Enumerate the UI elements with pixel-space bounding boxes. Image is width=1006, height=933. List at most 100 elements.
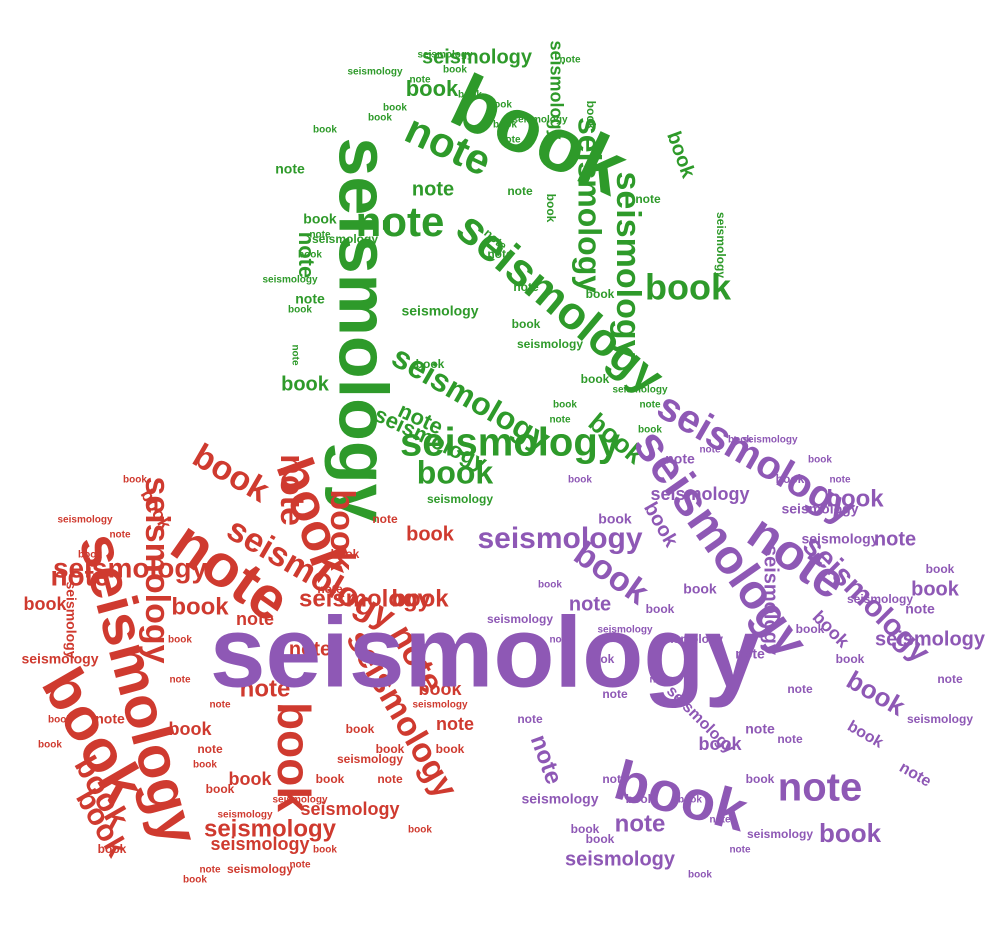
red-cluster-word: seismology xyxy=(63,581,79,658)
purple-cluster-word: note xyxy=(517,712,543,726)
purple-cluster-word: note xyxy=(602,772,628,786)
green-cluster-word: note xyxy=(635,192,661,206)
green-cluster-word: note xyxy=(639,400,661,411)
red-cluster-word: note xyxy=(50,560,109,591)
purple-cluster-word: book xyxy=(626,792,655,806)
green-cluster-word: book xyxy=(368,113,392,124)
purple-cluster-word: book xyxy=(699,734,743,754)
green-cluster-word: book xyxy=(313,125,337,136)
purple-cluster-word: note xyxy=(665,451,695,467)
green-cluster-word: seismology xyxy=(609,171,647,358)
green-cluster-word: seismology xyxy=(401,303,478,319)
purple-cluster-word: book xyxy=(538,580,562,591)
green-cluster-word: book xyxy=(638,425,662,436)
green-cluster-word: seismology xyxy=(572,117,608,293)
green-cluster-word: book xyxy=(645,267,732,308)
purple-cluster-word: book xyxy=(586,832,615,846)
red-cluster-word: note xyxy=(95,711,125,727)
green-cluster-word: book xyxy=(406,76,459,101)
green-cluster-word: book xyxy=(383,103,407,114)
purple-cluster-word: book xyxy=(819,818,882,848)
purple-cluster-word: note xyxy=(778,766,862,810)
green-cluster-word: seismology xyxy=(422,46,533,68)
green-cluster-word: note xyxy=(356,198,445,245)
purple-cluster-word: book xyxy=(683,581,717,597)
red-cluster-word: note xyxy=(197,742,223,756)
red-cluster-word: note xyxy=(289,638,331,660)
red-cluster-word: note xyxy=(273,454,311,526)
green-cluster-word: seismology xyxy=(546,40,566,139)
purple-cluster-word: note xyxy=(615,810,666,837)
red-cluster-word: book xyxy=(78,550,102,561)
green-cluster-word: book xyxy=(417,454,494,490)
red-cluster-word: note xyxy=(240,675,291,702)
red-cluster-word: note xyxy=(109,530,131,541)
red-cluster-word: seismology xyxy=(299,585,432,612)
purple-cluster-word: seismology xyxy=(521,791,598,807)
red-cluster-word: book xyxy=(168,635,192,646)
red-cluster-word: book xyxy=(391,585,449,612)
purple-cluster-word: note xyxy=(569,593,611,615)
green-cluster-word: note xyxy=(289,344,300,366)
green-cluster-word: book xyxy=(298,250,322,261)
purple-cluster-word: book xyxy=(568,475,592,486)
green-cluster-word: note xyxy=(294,232,319,278)
red-cluster-word: seismology xyxy=(138,476,176,663)
green-cluster-word: book xyxy=(281,373,330,395)
green-cluster-word: book xyxy=(493,120,517,131)
purple-cluster-word: book xyxy=(746,772,775,786)
purple-cluster-word: book xyxy=(728,435,752,446)
red-cluster-word: book xyxy=(183,875,207,886)
green-cluster-word: seismology xyxy=(427,492,493,506)
red-cluster-word: book xyxy=(98,842,127,856)
purple-cluster-word: seismology xyxy=(565,848,676,870)
purple-cluster-word: note xyxy=(525,731,568,788)
purple-cluster-word: note xyxy=(787,682,813,696)
purple-cluster-word: note xyxy=(709,815,731,826)
red-cluster-word: book xyxy=(48,715,72,726)
red-cluster-word: seismology xyxy=(204,815,337,842)
red-cluster-word: seismology xyxy=(227,862,293,876)
purple-cluster-word: seismology xyxy=(781,501,858,517)
red-cluster-word: note xyxy=(317,582,343,596)
red-cluster-word: book xyxy=(193,760,217,771)
purple-cluster-word: book xyxy=(586,652,615,666)
purple-cluster-word: book xyxy=(926,562,955,576)
red-cluster-word: seismology xyxy=(21,651,98,667)
purple-cluster-word: note xyxy=(699,445,721,456)
purple-cluster-word: book xyxy=(808,455,832,466)
green-cluster-word: note xyxy=(275,161,305,177)
red-cluster-word: book xyxy=(38,740,62,751)
purple-cluster-word: note xyxy=(937,672,963,686)
green-cluster-word: seismology xyxy=(312,232,378,246)
purple-cluster-word: seismology xyxy=(875,628,986,650)
green-cluster-word: seismology xyxy=(512,115,567,126)
purple-cluster-word: book xyxy=(842,665,911,722)
purple-cluster-word: book xyxy=(678,795,702,806)
green-cluster-word: seismology xyxy=(714,212,728,278)
purple-cluster-word: seismology xyxy=(801,531,878,547)
green-cluster-word: note xyxy=(559,55,581,66)
purple-cluster-word: note xyxy=(602,687,628,701)
red-cluster-word: book xyxy=(186,436,275,510)
green-cluster-word: seismology xyxy=(517,337,583,351)
purple-cluster-word: note xyxy=(549,635,571,646)
green-cluster-word: note xyxy=(507,184,533,198)
green-cluster-word: seismology xyxy=(325,137,403,522)
green-cluster-word: seismology xyxy=(417,50,472,61)
red-cluster-word: book xyxy=(331,547,360,561)
red-cluster-word: seismology xyxy=(217,810,272,821)
red-cluster-word: book xyxy=(346,722,375,736)
red-cluster-word: seismology xyxy=(53,552,207,583)
green-cluster-word: book xyxy=(586,287,615,301)
purple-cluster-word: book xyxy=(571,822,600,836)
red-cluster-word: book xyxy=(123,475,147,486)
green-cluster-word: book xyxy=(553,400,577,411)
red-cluster-word: seismology xyxy=(210,834,309,854)
purple-cluster-word: note xyxy=(735,646,765,662)
purple-cluster-word: seismology xyxy=(210,596,761,708)
green-cluster-word: note xyxy=(487,247,513,261)
purple-cluster-word: seismology xyxy=(657,632,723,646)
red-cluster-word: book xyxy=(408,825,432,836)
red-cluster-word: note xyxy=(209,700,231,711)
